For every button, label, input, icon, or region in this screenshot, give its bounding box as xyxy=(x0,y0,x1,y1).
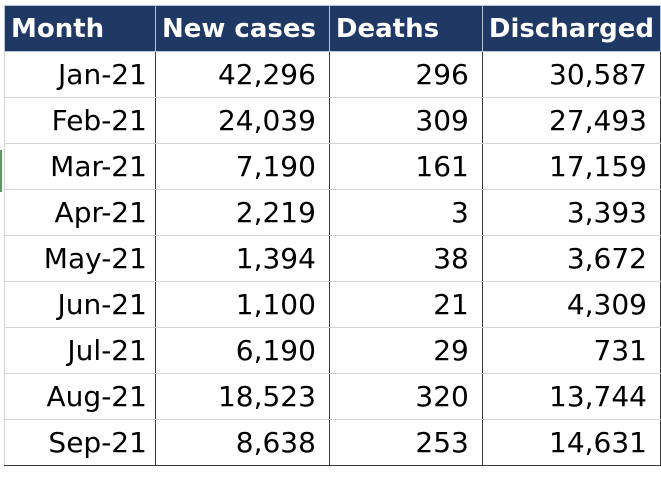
table-row: Apr-21 2,219 3 3,393 xyxy=(4,189,661,236)
cell-discharged[interactable]: 3,672 xyxy=(481,235,661,282)
cell-discharged[interactable]: 13,744 xyxy=(481,373,661,420)
covid-monthly-table: Month New cases Deaths Discharged Jan-21… xyxy=(4,5,661,466)
cell-deaths[interactable]: 38 xyxy=(328,235,483,282)
cell-new-cases[interactable]: 24,039 xyxy=(154,97,330,144)
header-month[interactable]: Month xyxy=(4,5,156,52)
cell-month[interactable]: May-21 xyxy=(4,235,156,282)
table-row: Sep-21 8,638 253 14,631 xyxy=(4,419,661,466)
cell-deaths[interactable]: 29 xyxy=(328,327,483,374)
cell-month[interactable]: Apr-21 xyxy=(4,189,156,236)
header-new-cases[interactable]: New cases xyxy=(154,5,330,52)
cell-month[interactable]: Jul-21 xyxy=(4,327,156,374)
cell-deaths[interactable]: 3 xyxy=(328,189,483,236)
cell-new-cases[interactable]: 42,296 xyxy=(154,51,330,98)
cell-discharged[interactable]: 3,393 xyxy=(481,189,661,236)
cell-month[interactable]: Jun-21 xyxy=(4,281,156,328)
cell-deaths[interactable]: 21 xyxy=(328,281,483,328)
spreadsheet-table-region: Month New cases Deaths Discharged Jan-21… xyxy=(4,5,661,466)
cell-deaths[interactable]: 309 xyxy=(328,97,483,144)
cell-new-cases[interactable]: 6,190 xyxy=(154,327,330,374)
cell-discharged[interactable]: 27,493 xyxy=(481,97,661,144)
cell-new-cases[interactable]: 1,394 xyxy=(154,235,330,282)
cell-deaths[interactable]: 320 xyxy=(328,373,483,420)
table-row: Feb-21 24,039 309 27,493 xyxy=(4,97,661,144)
cell-deaths[interactable]: 253 xyxy=(328,419,483,466)
selection-edge-mark xyxy=(0,150,2,192)
cell-discharged[interactable]: 4,309 xyxy=(481,281,661,328)
cell-discharged[interactable]: 17,159 xyxy=(481,143,661,190)
cell-new-cases[interactable]: 2,219 xyxy=(154,189,330,236)
cell-month[interactable]: Mar-21 xyxy=(4,143,156,190)
cell-new-cases[interactable]: 18,523 xyxy=(154,373,330,420)
cell-new-cases[interactable]: 8,638 xyxy=(154,419,330,466)
cell-month[interactable]: Feb-21 xyxy=(4,97,156,144)
table-row: Jul-21 6,190 29 731 xyxy=(4,327,661,374)
cell-discharged[interactable]: 731 xyxy=(481,327,661,374)
header-discharged[interactable]: Discharged xyxy=(481,5,661,52)
cell-discharged[interactable]: 30,587 xyxy=(481,51,661,98)
cell-new-cases[interactable]: 7,190 xyxy=(154,143,330,190)
cell-deaths[interactable]: 296 xyxy=(328,51,483,98)
cell-new-cases[interactable]: 1,100 xyxy=(154,281,330,328)
table-row: Mar-21 7,190 161 17,159 xyxy=(4,143,661,190)
table-row: Jan-21 42,296 296 30,587 xyxy=(4,51,661,98)
cell-month[interactable]: Aug-21 xyxy=(4,373,156,420)
cell-month[interactable]: Sep-21 xyxy=(4,419,156,466)
cell-month[interactable]: Jan-21 xyxy=(4,51,156,98)
cell-deaths[interactable]: 161 xyxy=(328,143,483,190)
header-row: Month New cases Deaths Discharged xyxy=(4,5,661,52)
cell-discharged[interactable]: 14,631 xyxy=(481,419,661,466)
table-row: Aug-21 18,523 320 13,744 xyxy=(4,373,661,420)
table-row: Jun-21 1,100 21 4,309 xyxy=(4,281,661,328)
table-row: May-21 1,394 38 3,672 xyxy=(4,235,661,282)
header-deaths[interactable]: Deaths xyxy=(328,5,483,52)
